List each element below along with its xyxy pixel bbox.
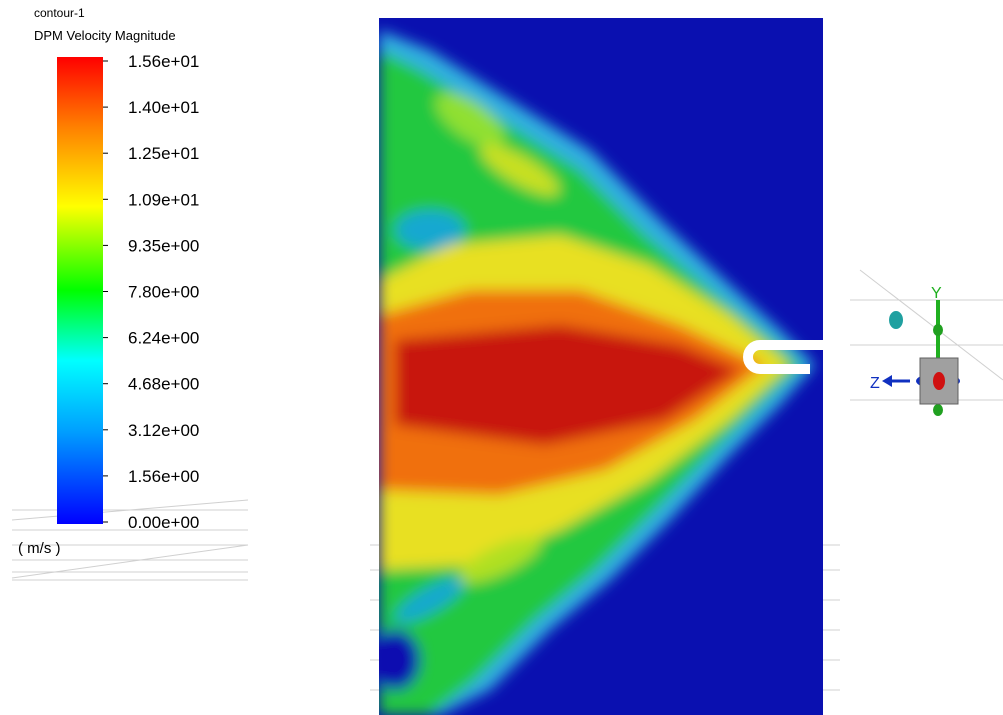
colorbar-label: 1.56e+00 xyxy=(128,467,199,486)
colorbar-label: 1.09e+01 xyxy=(128,190,199,209)
colorbar-label: 1.25e+01 xyxy=(128,144,199,163)
colorbar xyxy=(57,57,103,524)
colorbar-label: 4.68e+00 xyxy=(128,375,199,394)
units-label: ( m/s ) xyxy=(18,540,61,557)
colorbar-label: 0.00e+00 xyxy=(128,513,199,532)
y-axis-label: Y xyxy=(931,285,942,302)
colorbar-label: 7.80e+00 xyxy=(128,283,199,302)
contour-plot xyxy=(379,18,823,715)
colorbar-label: 1.40e+01 xyxy=(128,98,199,117)
legend-subtitle: DPM Velocity Magnitude xyxy=(34,28,176,43)
axis-triad: Y Z xyxy=(870,285,960,416)
colorbar-label: 9.35e+00 xyxy=(128,236,199,255)
colorbar-label: 6.24e+00 xyxy=(128,329,199,348)
z-axis-label: Z xyxy=(870,375,880,392)
colorbar-label: 1.56e+01 xyxy=(128,52,199,71)
colorbar-label: 3.12e+00 xyxy=(128,421,199,440)
legend-title: contour-1 xyxy=(34,6,85,20)
